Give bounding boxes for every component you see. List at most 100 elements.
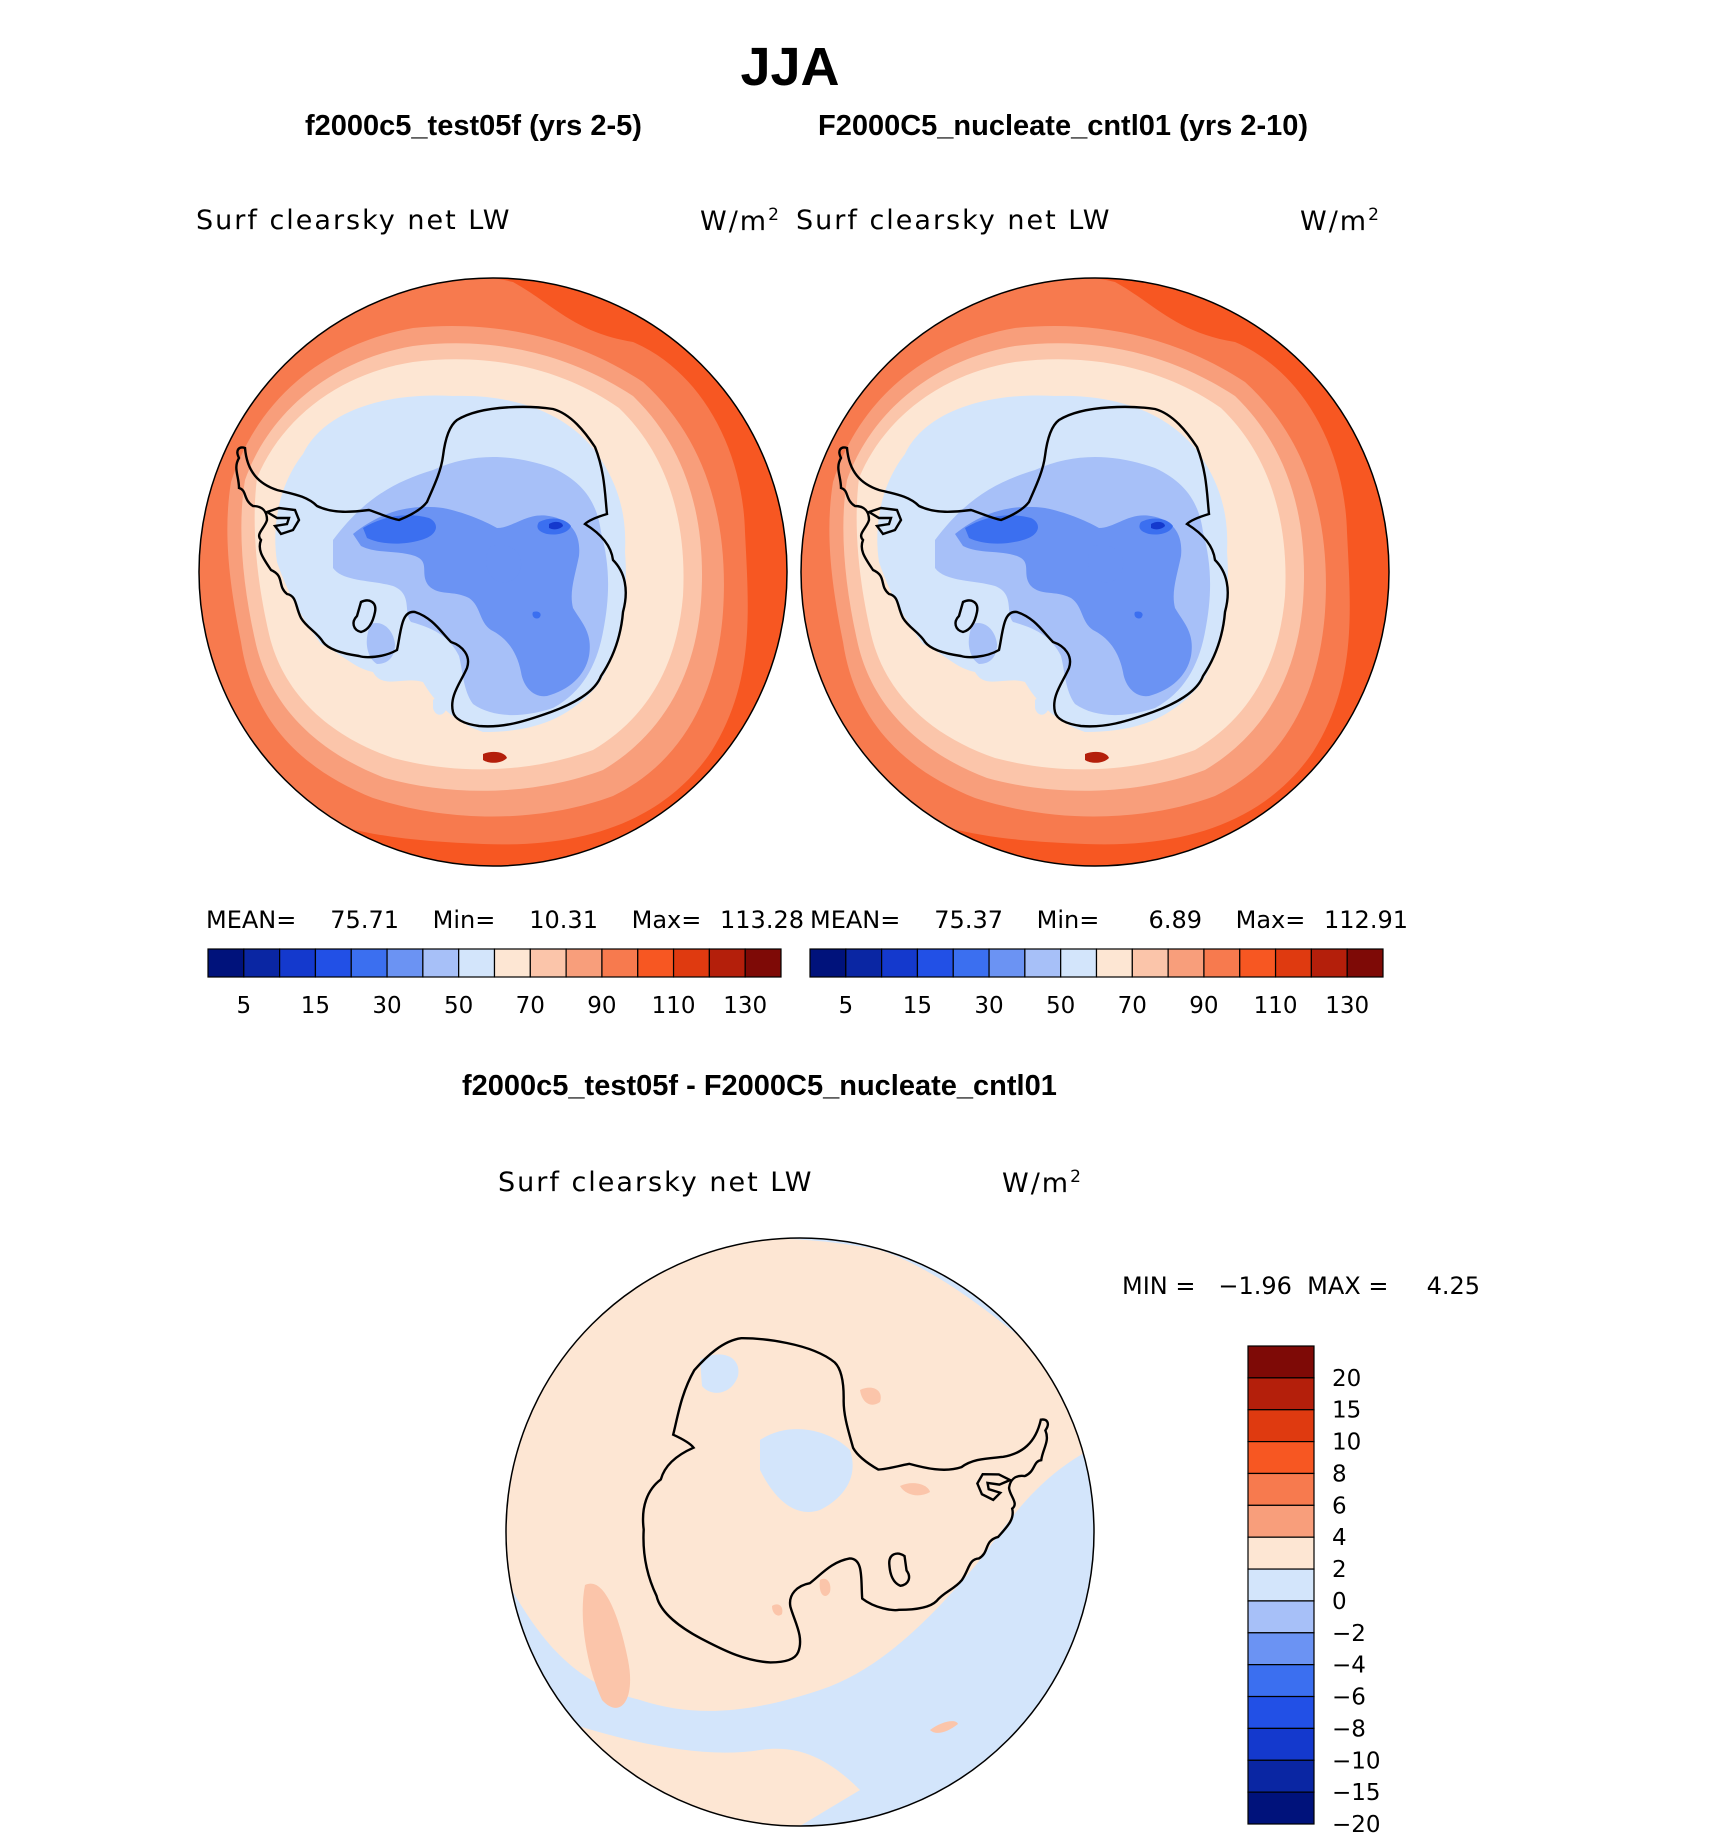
colorbar-swatch [916, 948, 954, 978]
colorbar-tick-label: 10 [1332, 1430, 1361, 1456]
colorbar-swatch [1203, 948, 1241, 978]
colorbar-tick-label: 90 [587, 993, 616, 1019]
colorbar-swatch [207, 948, 245, 978]
colorbar-swatch [1024, 948, 1062, 978]
colorbar-swatch [458, 948, 496, 978]
colorbar-swatch [1247, 1791, 1315, 1825]
colorbar-tick-label: −15 [1332, 1780, 1381, 1806]
colorbar-swatch [672, 948, 710, 978]
map-panel-1 [198, 277, 788, 867]
max-value: 112.91 [1324, 906, 1408, 934]
max-label: Max= [1235, 906, 1306, 934]
colorbar-tick-label: 6 [1332, 1493, 1347, 1519]
colorbar-tick-label: 0 [1332, 1589, 1347, 1615]
colorbar-swatch [809, 948, 847, 978]
colorbar-tick-label: −2 [1332, 1621, 1366, 1647]
colorbar-tick-label: 30 [372, 993, 401, 1019]
page-title: JJA [740, 37, 840, 97]
colorbar-tick-label: −4 [1332, 1653, 1366, 1679]
panel-1-stats: MEAN= 75.71 Min= 10.31 Max= 113.28 [206, 906, 804, 934]
colorbar-panel-2: 5 15 30 50 70 90 110 130 [809, 948, 1384, 1019]
colorbar-tick-label: 130 [1325, 993, 1369, 1019]
colorbar-swatch [1247, 1568, 1315, 1602]
min-label: Min= [1036, 906, 1100, 934]
colorbar-swatch [1247, 1727, 1315, 1761]
colorbar-tick-label: 15 [1332, 1398, 1361, 1424]
min-value: 10.31 [529, 906, 598, 934]
panel-2-variable-label: Surf clearsky net LW [796, 205, 1112, 236]
panel-1-variable-label: Surf clearsky net LW [196, 205, 512, 236]
colorbar-swatch [1247, 1600, 1315, 1634]
colorbar-swatch [243, 948, 281, 978]
colorbar-tick-label: 20 [1332, 1366, 1361, 1392]
colorbar-swatch [1247, 1664, 1315, 1698]
max-value: 113.28 [720, 906, 804, 934]
colorbar-swatch [1346, 948, 1384, 978]
colorbar-swatch [529, 948, 567, 978]
colorbar-swatch [1247, 1409, 1315, 1443]
min-label: Min= [432, 906, 496, 934]
colorbar-tick-label: −6 [1332, 1685, 1366, 1711]
mean-label: MEAN= [206, 906, 297, 934]
diff-title: f2000c5_test05f - F2000C5_nucleate_cntl0… [462, 1070, 1057, 1102]
colorbar-tick-label: 130 [723, 993, 767, 1019]
diff-units: W/m2 [1002, 1167, 1083, 1199]
colorbar-tick-label: 110 [652, 993, 696, 1019]
panel-2-stats: MEAN= 75.37 Min= 6.89 Max= 112.91 [810, 906, 1408, 934]
colorbar-swatch [708, 948, 746, 978]
colorbar-swatch [744, 948, 782, 978]
colorbar-swatch [1247, 1377, 1315, 1411]
colorbar-panel-1: 5 15 30 50 70 90 110 130 [207, 948, 782, 1019]
colorbar-tick-label: 50 [1046, 993, 1075, 1019]
colorbar-swatch [386, 948, 424, 978]
colorbar-tick-label: −10 [1332, 1748, 1381, 1774]
colorbar-tick-label: 30 [974, 993, 1003, 1019]
colorbar-swatch [1247, 1536, 1315, 1570]
colorbar-swatch [988, 948, 1026, 978]
colorbar-tick-label: 70 [1118, 993, 1147, 1019]
max-label: Max= [631, 906, 702, 934]
map-panel-2 [800, 277, 1390, 867]
colorbar-swatch [1239, 948, 1277, 978]
diff-minmax: MIN = −1.96 MAX = 4.25 [1122, 1272, 1481, 1300]
colorbar-tick-label: 50 [444, 993, 473, 1019]
colorbar-tick-label: 90 [1189, 993, 1218, 1019]
colorbar-swatch [1131, 948, 1169, 978]
colorbar-swatch [601, 948, 639, 978]
colorbar-swatch [845, 948, 883, 978]
colorbar-tick-label: −20 [1332, 1812, 1381, 1838]
mean-value: 75.37 [934, 906, 1003, 934]
colorbar-tick-label: 2 [1332, 1557, 1347, 1583]
colorbar-swatch [1247, 1759, 1315, 1793]
colorbar-swatch [565, 948, 603, 978]
colorbar-swatch [1247, 1472, 1315, 1506]
colorbar-tick-label: 70 [516, 993, 545, 1019]
diff-variable-label: Surf clearsky net LW [498, 1167, 814, 1198]
colorbar-swatch [1060, 948, 1098, 978]
colorbar-swatch [637, 948, 675, 978]
panel-2-units: W/m2 [1300, 205, 1381, 237]
colorbar-swatch [422, 948, 460, 978]
colorbar-swatch [279, 948, 317, 978]
mean-label: MEAN= [810, 906, 901, 934]
panel-1-case-title: f2000c5_test05f (yrs 2-5) [305, 110, 642, 142]
colorbar-swatch [1095, 948, 1133, 978]
colorbar-swatch [881, 948, 919, 978]
colorbar-tick-label: 15 [903, 993, 932, 1019]
colorbar-tick-label: 8 [1332, 1461, 1347, 1487]
colorbar-tick-label: 110 [1254, 993, 1298, 1019]
min-value: 6.89 [1148, 906, 1202, 934]
colorbar-tick-label: 15 [301, 993, 330, 1019]
colorbar-swatch [1167, 948, 1205, 978]
colorbar-tick-label: 4 [1332, 1525, 1347, 1551]
panel-2-case-title: F2000C5_nucleate_cntl01 (yrs 2-10) [818, 110, 1309, 142]
colorbar-swatch [314, 948, 352, 978]
mean-value: 75.71 [330, 906, 399, 934]
colorbar-tick-label: −8 [1332, 1716, 1366, 1742]
colorbar-swatch [1274, 948, 1312, 978]
panel-1-units: W/m2 [700, 205, 781, 237]
colorbar-swatch [1247, 1695, 1315, 1729]
colorbar-swatch [1247, 1504, 1315, 1538]
